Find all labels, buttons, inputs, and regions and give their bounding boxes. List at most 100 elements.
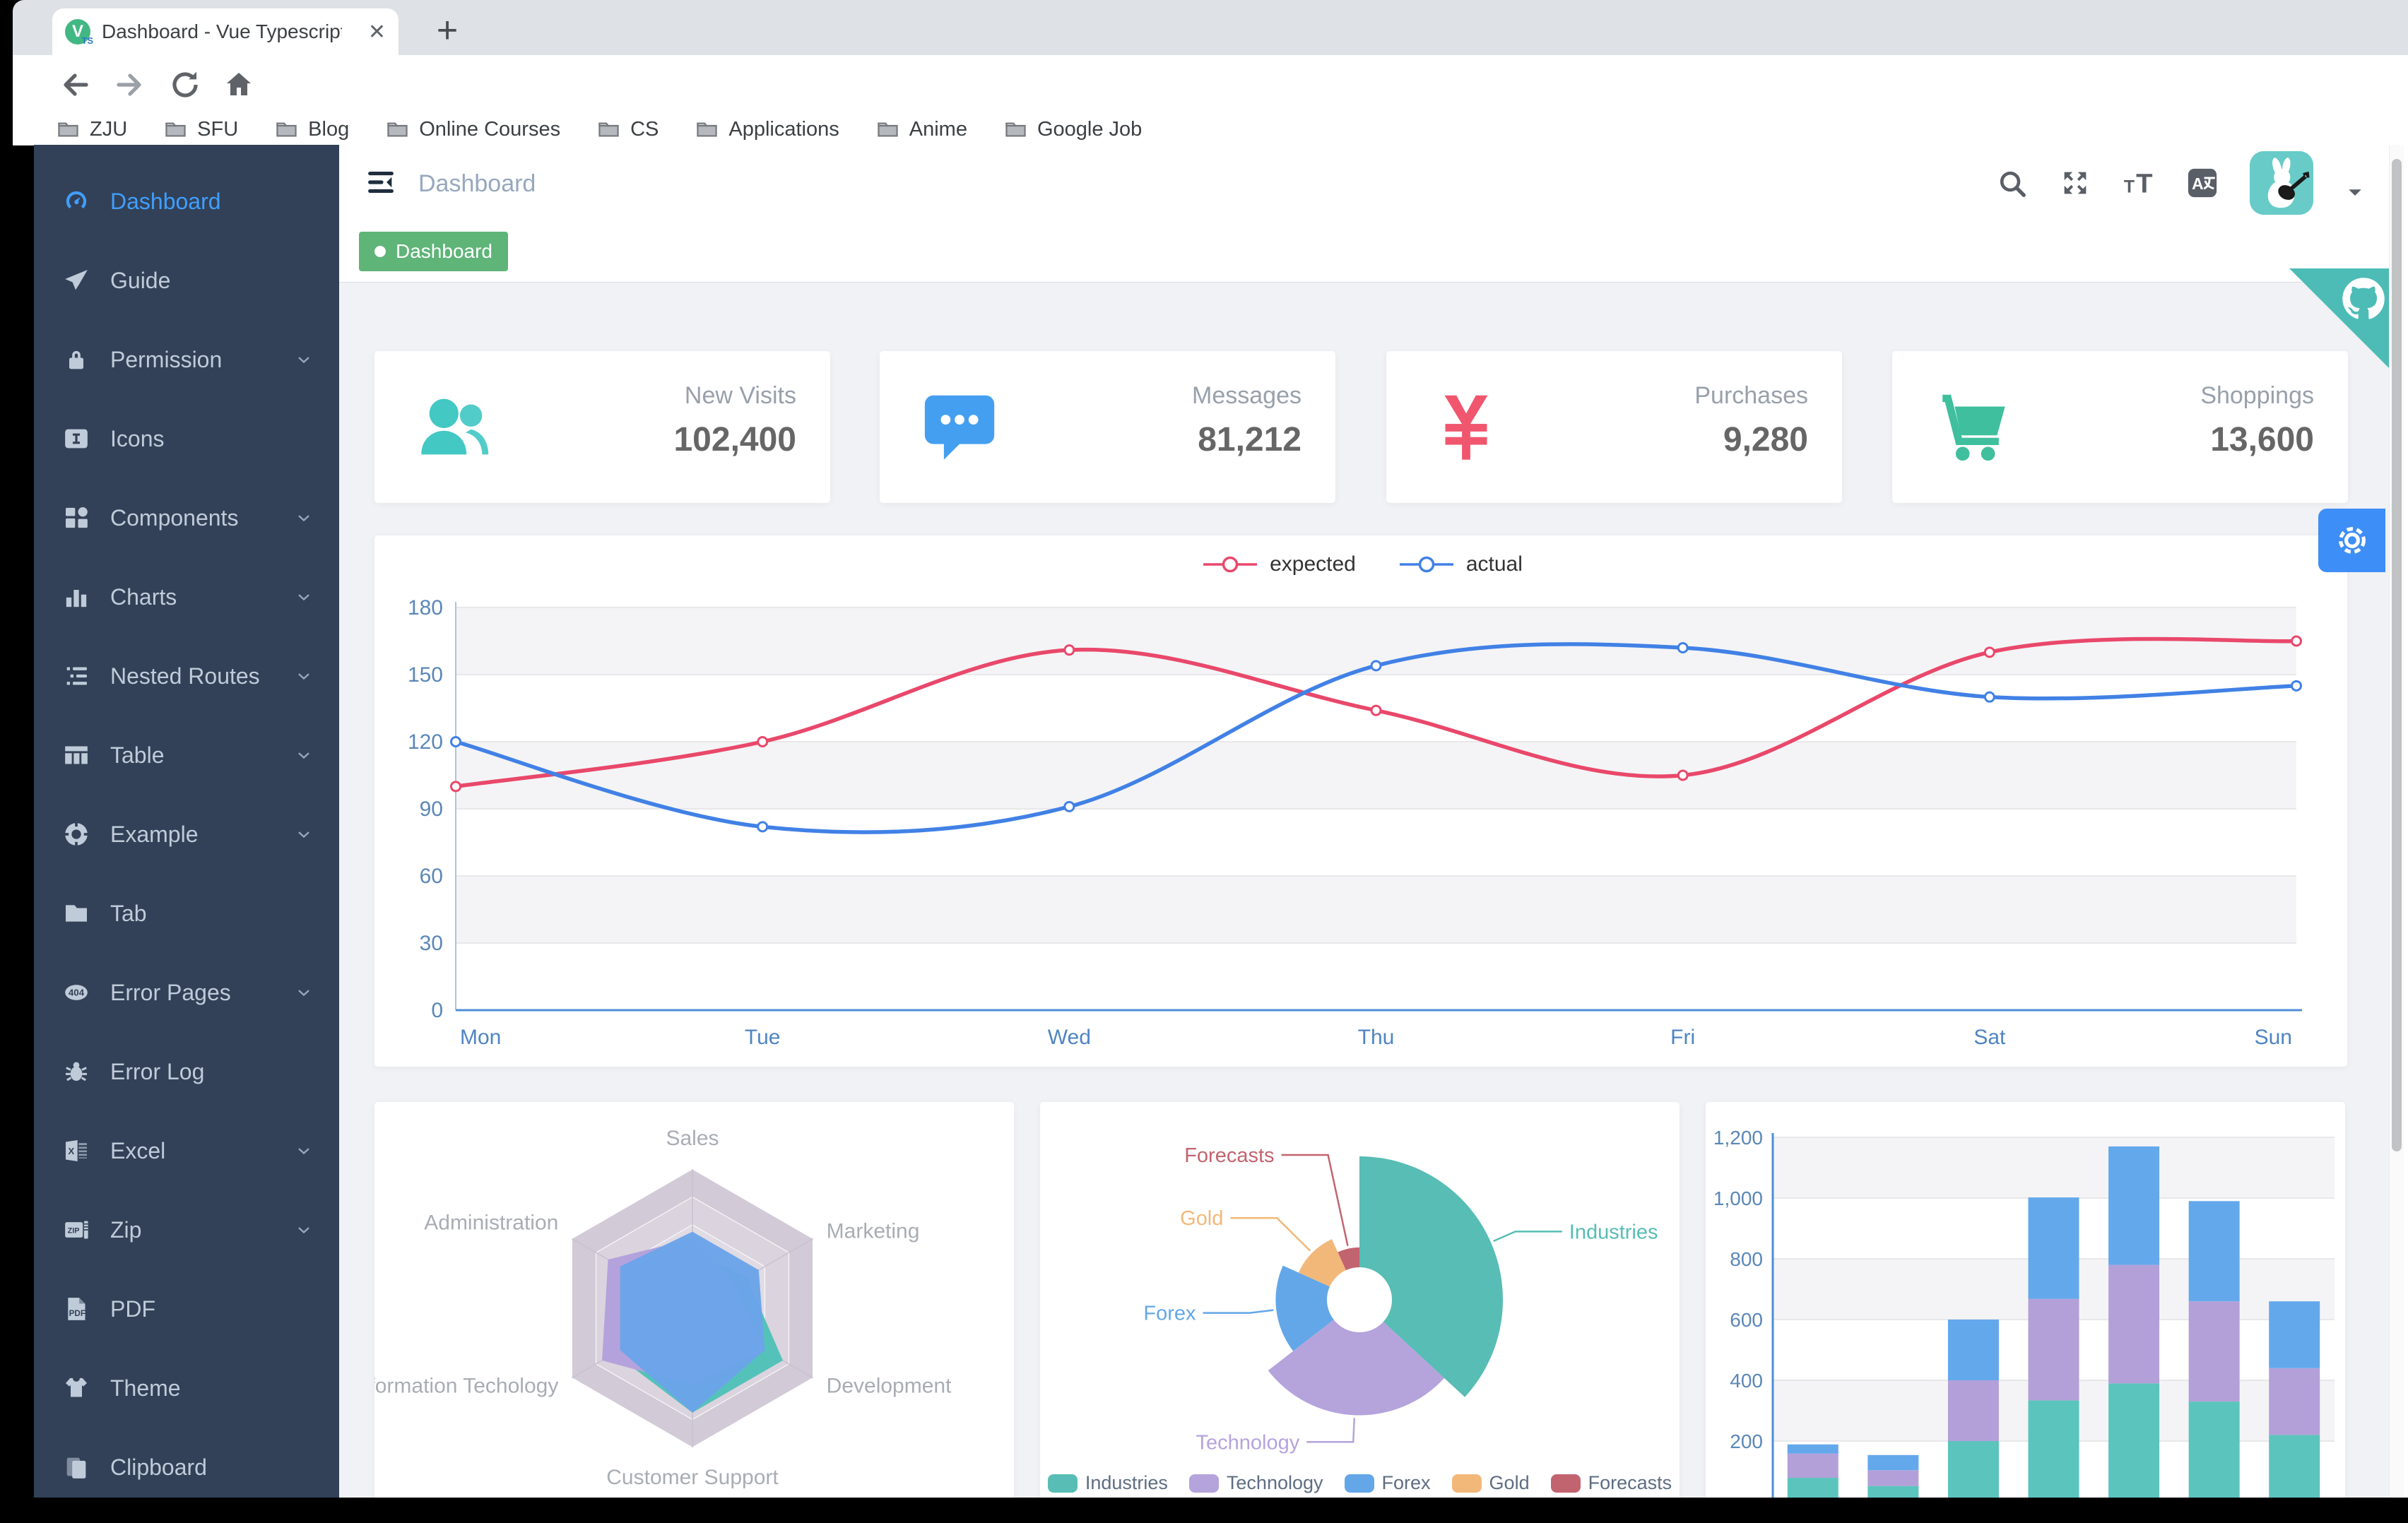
stat-card-shoppings: Shoppings 13,600 bbox=[1892, 351, 2348, 503]
svg-text:Forecasts: Forecasts bbox=[1184, 1144, 1274, 1167]
icons-icon bbox=[62, 425, 90, 453]
vue-favicon: V TS bbox=[65, 19, 93, 46]
pie-chart-card: Industries Technology Forex Gold Forecasts I… bbox=[1040, 1102, 1680, 1498]
sidebar-item-icons[interactable]: Icons bbox=[34, 399, 339, 478]
sidebar-item-dashboard[interactable]: Dashboard bbox=[34, 162, 339, 241]
bookmark-blog[interactable]: Blog bbox=[275, 118, 349, 141]
sidebar-item-error-pages[interactable]: 404 Error Pages bbox=[34, 953, 339, 1032]
line-chart-legend[interactable]: expected actual bbox=[374, 552, 2347, 576]
forward-icon[interactable] bbox=[113, 68, 147, 102]
new-tab-button[interactable]: + bbox=[436, 10, 459, 51]
browser-window: VTS Dashboard - Vue Typescript Ad ✕ + ar… bbox=[13, 0, 2408, 1523]
tab-folder-icon bbox=[62, 899, 90, 928]
sidebar-item-charts[interactable]: Charts bbox=[34, 557, 339, 636]
legend-item[interactable]: expected bbox=[1199, 552, 1356, 576]
sidebar-item-pdf[interactable]: PDF PDF bbox=[34, 1269, 339, 1349]
svg-text:Tue: Tue bbox=[745, 1026, 781, 1049]
line-chart: 0 30 60 90 120 150 180 Mon Tue Wed Thu Fri Sat Sun bbox=[408, 596, 2302, 1049]
charts-icon bbox=[62, 583, 90, 611]
legend-item[interactable]: Forex bbox=[1344, 1472, 1431, 1494]
bookmark-zju[interactable]: ZJU bbox=[57, 118, 127, 141]
browser-tab[interactable]: VTS Dashboard - Vue Typescript Ad ✕ bbox=[52, 8, 399, 55]
chevron-down-icon bbox=[294, 745, 314, 765]
bookmark-applications[interactable]: Applications bbox=[695, 118, 839, 141]
svg-text:Development: Development bbox=[827, 1375, 952, 1398]
folder-icon bbox=[597, 118, 620, 141]
chevron-down-icon bbox=[294, 587, 314, 607]
svg-text:Sat: Sat bbox=[1973, 1026, 2006, 1049]
bookmark-cs[interactable]: CS bbox=[597, 118, 659, 141]
sidebar-item-clipboard[interactable]: Clipboard bbox=[34, 1428, 339, 1498]
sidebar-item-components[interactable]: Components bbox=[34, 478, 339, 557]
sidebar-item-theme[interactable]: Theme bbox=[34, 1349, 339, 1428]
theme-icon bbox=[62, 1374, 90, 1402]
hamburger-icon[interactable] bbox=[365, 166, 397, 198]
svg-text:600: 600 bbox=[1730, 1309, 1763, 1331]
zip-icon: ZIP bbox=[62, 1216, 90, 1244]
chevron-down-icon bbox=[294, 350, 314, 369]
tag-dashboard[interactable]: Dashboard bbox=[359, 232, 508, 271]
sidebar-item-tab[interactable]: Tab bbox=[34, 874, 339, 953]
svg-text:200: 200 bbox=[1730, 1430, 1763, 1452]
pie-chart-legend[interactable]: Industries Technology Forex Gold Forecasts bbox=[1040, 1472, 1680, 1494]
sidebar-item-nested-routes[interactable]: Nested Routes bbox=[34, 636, 339, 716]
stat-card-messages: Messages 81,212 bbox=[880, 351, 1335, 503]
legend-item[interactable]: Technology bbox=[1188, 1472, 1323, 1494]
fullscreen-icon[interactable] bbox=[2059, 167, 2091, 199]
svg-text:Gold: Gold bbox=[1180, 1207, 1223, 1230]
svg-text:Forex: Forex bbox=[1143, 1303, 1196, 1325]
message-icon bbox=[918, 385, 1001, 468]
svg-text:Sun: Sun bbox=[2255, 1026, 2292, 1049]
sidebar-item-table[interactable]: Table bbox=[34, 716, 339, 795]
folder-icon bbox=[164, 118, 187, 141]
sidebar-item-example[interactable]: Example bbox=[34, 795, 339, 874]
reload-icon[interactable] bbox=[168, 68, 202, 102]
svg-text:Mon: Mon bbox=[460, 1026, 501, 1049]
svg-text:Customer Support: Customer Support bbox=[606, 1466, 779, 1489]
sidebar-item-excel[interactable]: X Excel bbox=[34, 1111, 339, 1190]
svg-text:400: 400 bbox=[1730, 1370, 1763, 1392]
bar-chart: 200 400 600 800 1,000 1,200 bbox=[1713, 1127, 2335, 1498]
user-avatar[interactable] bbox=[2250, 151, 2313, 215]
caret-down-icon[interactable] bbox=[2344, 182, 2366, 203]
stat-value: 102,400 bbox=[673, 421, 796, 458]
people-icon bbox=[413, 385, 496, 468]
svg-text:PDF: PDF bbox=[69, 1309, 85, 1318]
legend-item[interactable]: Forecasts bbox=[1550, 1472, 1672, 1494]
home-icon[interactable] bbox=[222, 68, 256, 102]
legend-item[interactable]: actual bbox=[1395, 552, 1523, 576]
nested-routes-icon bbox=[62, 662, 90, 690]
error-404-icon: 404 bbox=[62, 978, 90, 1007]
tab-close-icon[interactable]: ✕ bbox=[367, 20, 386, 44]
sidebar-item-guide[interactable]: Guide bbox=[34, 241, 339, 320]
svg-text:30: 30 bbox=[420, 932, 443, 955]
breadcrumb: Dashboard bbox=[418, 170, 536, 197]
legend-item[interactable]: Gold bbox=[1451, 1472, 1530, 1494]
svg-text:Wed: Wed bbox=[1048, 1026, 1091, 1049]
svg-text:Marketing: Marketing bbox=[827, 1220, 920, 1243]
back-icon[interactable] bbox=[58, 68, 92, 102]
github-octocat-icon bbox=[2339, 274, 2388, 324]
translate-icon[interactable]: A bbox=[2186, 167, 2219, 199]
lock-icon bbox=[62, 345, 90, 374]
browser-toolbar: armour.github.io/vue-typescript-admin-te… bbox=[13, 55, 2408, 161]
svg-text:90: 90 bbox=[420, 798, 443, 821]
settings-gear-button[interactable] bbox=[2318, 509, 2385, 572]
sidebar-item-zip[interactable]: ZIP Zip bbox=[34, 1190, 339, 1269]
legend-item[interactable]: Industries bbox=[1047, 1472, 1168, 1494]
sidebar-item-error-log[interactable]: Error Log bbox=[34, 1032, 339, 1111]
sidebar-item-permission[interactable]: Permission bbox=[34, 320, 339, 399]
excel-icon: X bbox=[62, 1137, 90, 1165]
bookmark-sfu[interactable]: SFU bbox=[164, 118, 238, 141]
bookmark-anime[interactable]: Anime bbox=[876, 118, 967, 141]
pie-chart: Industries Technology Forex Gold Forecasts bbox=[1143, 1144, 1658, 1454]
bookmark-google-job[interactable]: Google Job bbox=[1004, 118, 1142, 141]
stat-label: New Visits bbox=[684, 382, 796, 409]
pdf-icon: PDF bbox=[62, 1295, 90, 1323]
scrollbar-thumb[interactable] bbox=[2392, 159, 2402, 1151]
bookmark-online-courses[interactable]: Online Courses bbox=[386, 118, 560, 141]
search-icon[interactable] bbox=[1995, 167, 2028, 199]
